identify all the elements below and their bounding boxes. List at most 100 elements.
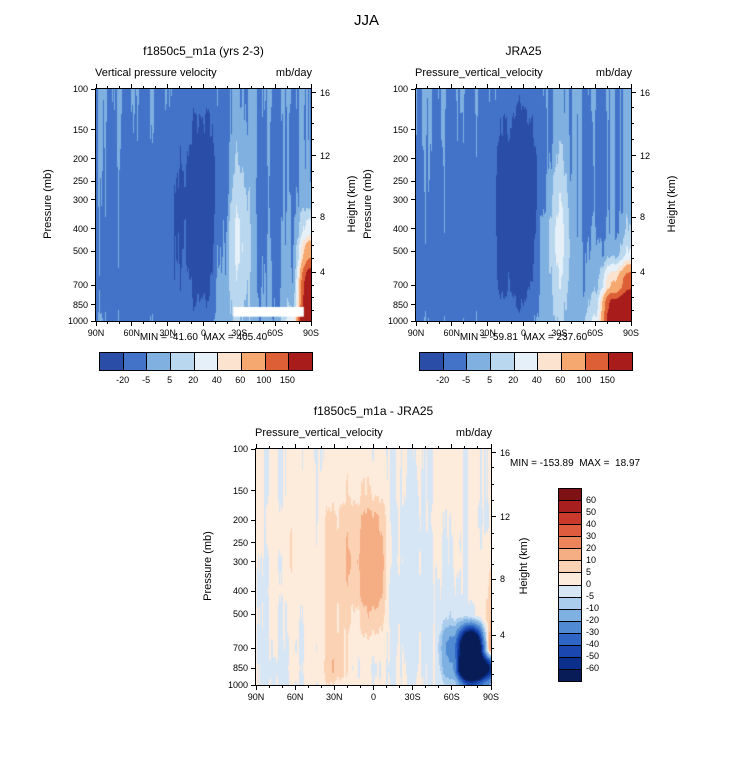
pressure-tick: [91, 304, 96, 306]
latitude-minor-tick-top: [534, 86, 536, 89]
colorbar-tick-label: -5: [586, 591, 595, 601]
pressure-tick-label: 300: [72, 194, 88, 205]
height-tick-label: 12: [320, 150, 331, 161]
colorbar-tick-label: -20: [116, 375, 130, 385]
latitude-tick: [630, 321, 632, 326]
colorbar-segment: [537, 353, 562, 370]
height-minor-tick: [311, 244, 314, 246]
pressure-tick: [411, 228, 416, 230]
latitude-tick-label: 30N: [326, 692, 343, 702]
colorbar-tick-label: 60: [586, 495, 597, 505]
latitude-minor-tick: [179, 321, 181, 324]
latitude-minor-tick-top: [262, 86, 264, 89]
latitude-tick-top: [451, 444, 453, 449]
colorbar-segment: [122, 353, 147, 370]
height-tick-label: 8: [320, 212, 326, 223]
height-tick-label: 16: [640, 87, 651, 98]
height-tick: [311, 216, 316, 218]
units-label: mb/day: [455, 427, 492, 439]
pressure-tick-label: 400: [392, 223, 408, 234]
colorbar-segment: [559, 620, 581, 633]
pressure-tick-label: 1000: [387, 316, 408, 326]
latitude-minor-tick: [107, 321, 109, 324]
variable-label: Vertical pressure velocity: [95, 67, 217, 79]
pressure-tick: [411, 88, 416, 90]
height-minor-tick: [311, 139, 314, 140]
latitude-tick-top: [373, 444, 374, 449]
latitude-tick: [167, 321, 169, 326]
colorbar-segment: [559, 524, 581, 537]
height-minor-tick: [311, 186, 314, 188]
latitude-tick: [451, 685, 453, 690]
latitude-minor-tick: [570, 321, 572, 324]
colorbar-diff: [558, 488, 582, 682]
height-minor-tick: [631, 244, 634, 246]
colorbar-segment: [559, 500, 581, 513]
pressure-tick-label: 850: [392, 299, 408, 310]
colorbar-tick-label: -40: [586, 639, 600, 649]
pressure-tick-label: 150: [232, 485, 248, 496]
pressure-tick: [411, 284, 416, 286]
pressure-axis-label: Pressure (mb): [42, 169, 54, 239]
latitude-tick-top: [558, 84, 560, 89]
latitude-minor-tick: [475, 321, 477, 324]
latitude-minor-tick: [226, 321, 228, 324]
latitude-tick-label: 30S: [551, 328, 568, 338]
colorbar-labels-jra25: -20 -5 5 20 40 60 100 150: [419, 376, 631, 386]
latitude-tick-label: 60S: [267, 328, 284, 338]
latitude-minor-tick-top: [346, 446, 348, 449]
latitude-minor-tick-top: [399, 446, 401, 449]
pressure-tick: [411, 180, 416, 182]
pressure-tick-label: 200: [72, 153, 88, 164]
pressure-tick: [91, 129, 96, 131]
latitude-tick-top: [255, 444, 257, 449]
pressure-tick-label: 700: [72, 280, 88, 291]
latitude-minor-tick-top: [427, 86, 429, 89]
latitude-minor-tick-top: [438, 446, 440, 449]
pressure-tick-label: 100: [232, 444, 248, 454]
pressure-tick: [411, 129, 416, 131]
latitude-tick-label: 90N: [407, 328, 425, 338]
colorbar-tick-label: 100: [256, 375, 272, 385]
height-tick: [491, 516, 496, 518]
colorbar-segment: [559, 548, 581, 561]
latitude-tick-top: [412, 444, 414, 449]
colorbar-segment: [264, 353, 289, 370]
latitude-minor-tick: [359, 685, 361, 688]
contour-canvas: [416, 89, 631, 321]
units-label: mb/day: [595, 67, 632, 79]
latitude-minor-tick-top: [214, 86, 216, 89]
pressure-tick-label: 700: [392, 280, 408, 291]
colorbar-segment: [559, 536, 581, 549]
pressure-tick-label: 850: [232, 663, 248, 674]
latitude-minor-tick-top: [155, 86, 157, 89]
latitude-tick-top: [451, 84, 453, 89]
latitude-tick-top: [415, 84, 417, 89]
pressure-tick: [251, 448, 256, 450]
latitude-minor-tick-top: [477, 446, 479, 449]
latitude-minor-tick-top: [286, 86, 288, 89]
latitude-tick-top: [490, 444, 492, 449]
latitude-minor-tick-top: [143, 86, 145, 89]
stats-label-diff: MIN = -153.89 MAX = 18.97: [510, 458, 641, 469]
pressure-tick: [251, 647, 256, 649]
latitude-minor-tick: [582, 321, 584, 324]
height-minor-tick: [491, 607, 494, 609]
colorbar-tick-label: -20: [436, 375, 450, 385]
latitude-minor-tick: [499, 321, 501, 324]
latitude-minor-tick-top: [250, 86, 252, 89]
height-axis-label: Height (km): [666, 175, 678, 233]
latitude-tick: [487, 321, 489, 326]
panel-title-diff: f1850c5_m1a - JRA25: [313, 404, 434, 418]
latitude-minor-tick-top: [191, 86, 193, 89]
latitude-minor-tick: [320, 685, 322, 688]
colorbar-segment: [170, 353, 194, 370]
latitude-tick: [95, 321, 97, 326]
latitude-minor-tick-top: [582, 86, 584, 89]
pressure-tick: [91, 88, 96, 90]
latitude-tick: [310, 321, 312, 326]
pressure-tick: [91, 320, 96, 322]
height-minor-tick: [491, 563, 494, 565]
height-tick-label: 4: [320, 267, 326, 278]
latitude-tick: [203, 321, 204, 326]
